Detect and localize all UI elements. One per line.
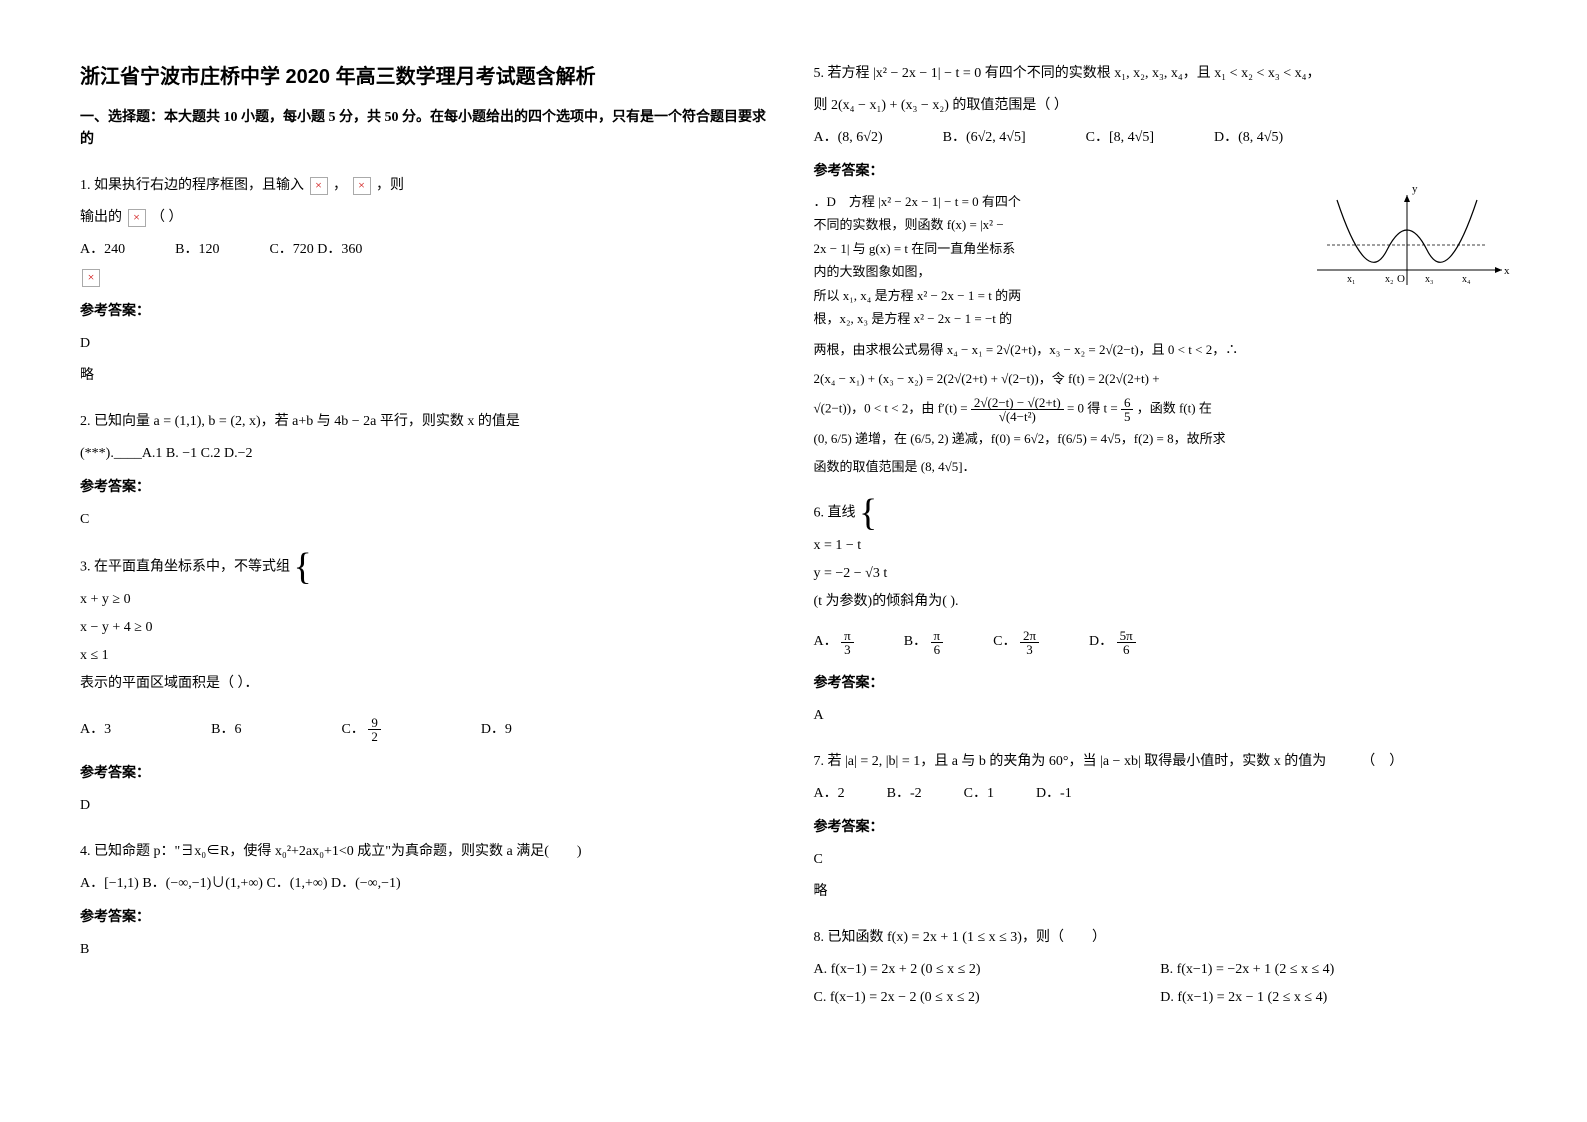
q1-stem-a: 1. 如果执行右边的程序框图，且输入 bbox=[80, 178, 304, 193]
q8-stem: 8. 已知函数 f(x) = 2x + 1 (1 ≤ x ≤ 3)，则（ ） bbox=[814, 924, 1508, 952]
q3-optB: B．6 bbox=[211, 716, 241, 744]
placeholder-icon bbox=[128, 209, 146, 227]
q3-optD: D．9 bbox=[481, 716, 512, 744]
answer-label: 参考答案： bbox=[80, 904, 774, 932]
brief: 略 bbox=[814, 878, 1508, 906]
x3-label: x₃ bbox=[1425, 274, 1434, 285]
q6-stem-a: 6. 直线 bbox=[814, 506, 856, 521]
q1-line2a: 输出的 bbox=[80, 210, 122, 225]
q8-optA: A. f(x−1) = 2x + 2 (0 ≤ x ≤ 2) bbox=[814, 956, 1161, 984]
question-6: 6. 直线 { x = 1 − t y = −2 − √3 t (t 为参数)的… bbox=[814, 498, 1508, 734]
x4-label: x₄ bbox=[1462, 274, 1471, 285]
question-4: 4. 已知命题 p："∃x₀∈R，使得 x₀²+2ax₀+1<0 成立"为真命题… bbox=[80, 838, 774, 968]
q3-optA: A．3 bbox=[80, 716, 111, 744]
answer-label: 参考答案： bbox=[814, 814, 1508, 842]
q2-stem: 2. 已知向量 a = (1,1), b = (2, x)，若 a+b 与 4b… bbox=[80, 408, 774, 436]
q4-opts: A．[−1,1) B．(−∞,−1)∪(1,+∞) C．(1,+∞) D．(−∞… bbox=[80, 870, 774, 898]
question-5: 5. 若方程 |x² − 2x − 1| − t = 0 有四个不同的实数根 x… bbox=[814, 60, 1508, 484]
question-8: 8. 已知函数 f(x) = 2x + 1 (1 ≤ x ≤ 3)，则（ ） A… bbox=[814, 924, 1508, 1012]
q8-optC: C. f(x−1) = 2x − 2 (0 ≤ x ≤ 2) bbox=[814, 984, 1161, 1012]
x1-label: x₁ bbox=[1347, 274, 1356, 285]
answer-label: 参考答案： bbox=[80, 760, 774, 788]
q7-opts: A．2 B．-2 C．1 D．-1 bbox=[814, 780, 1508, 808]
page-title: 浙江省宁波市庄桥中学 2020 年高三数学理月考试题含解析 bbox=[80, 60, 774, 89]
answer-label: 参考答案： bbox=[80, 298, 774, 326]
q6-optD: D． 5π6 bbox=[1089, 628, 1136, 656]
question-2: 2. 已知向量 a = (1,1), b = (2, x)，若 a+b 与 4b… bbox=[80, 408, 774, 538]
q1-optC: C．720 D．360 bbox=[269, 236, 362, 264]
left-column: 浙江省宁波市庄桥中学 2020 年高三数学理月考试题含解析 一、选择题：本大题共… bbox=[80, 60, 774, 1026]
brief: 略 bbox=[80, 362, 774, 390]
q5-graph: y x O x₁ x₂ x₃ x₄ bbox=[1307, 190, 1507, 311]
right-column: 5. 若方程 |x² − 2x − 1| − t = 0 有四个不同的实数根 x… bbox=[814, 60, 1508, 1026]
q6-stem-b: (t 为参数)的倾斜角为( ). bbox=[814, 594, 959, 609]
q1-optA: A．240 bbox=[80, 236, 125, 264]
ineq2: x − y + 4 ≥ 0 bbox=[80, 614, 774, 642]
q5-solution-block-1: ．D 方程 |x² − 2x − 1| − t = 0 有四个 不同的实数根，则… bbox=[814, 190, 1288, 330]
q7-stem: 7. 若 |a| = 2, |b| = 1，且 a 与 b 的夹角为 60°，当… bbox=[814, 748, 1508, 776]
q5-optA: A．(8, 6√2) bbox=[814, 124, 883, 152]
q5-stem-a: 5. 若方程 |x² − 2x − 1| − t = 0 有四个不同的实数根 x… bbox=[814, 60, 1508, 88]
q6-optA: A． π3 bbox=[814, 628, 854, 656]
q5-optD: D．(8, 4√5) bbox=[1214, 124, 1283, 152]
q7-answer: C bbox=[814, 846, 1508, 874]
q5-optC: C．[8, 4√5] bbox=[1086, 124, 1154, 152]
q2-answer: C bbox=[80, 506, 774, 534]
placeholder-icon bbox=[310, 177, 328, 195]
y-axis-label: y bbox=[1412, 183, 1418, 195]
placeholder-icon bbox=[82, 269, 100, 287]
q5-solution-block-2: 两根，由求根公式易得 x₄ − x₁ = 2√(2+t)，x₃ − x₂ = 2… bbox=[814, 338, 1508, 480]
answer-label: 参考答案： bbox=[80, 474, 774, 502]
left-brace-icon: { bbox=[859, 498, 877, 528]
origin-label: O bbox=[1397, 273, 1405, 285]
q6-optB: B． π6 bbox=[904, 628, 943, 656]
q1-stem-b: ， bbox=[333, 178, 347, 193]
q1-stem-c: ，则 bbox=[376, 178, 404, 193]
section-intro: 一、选择题：本大题共 10 小题，每小题 5 分，共 50 分。在每小题给出的四… bbox=[80, 107, 774, 152]
placeholder-icon bbox=[353, 177, 371, 195]
question-1: 1. 如果执行右边的程序框图，且输入 ， ，则 输出的 （ ） A．240 B．… bbox=[80, 172, 774, 394]
left-brace-icon: { bbox=[294, 552, 312, 582]
graph-svg: y x O x₁ x₂ x₃ x₄ bbox=[1307, 190, 1507, 300]
answer-label: 参考答案： bbox=[814, 670, 1508, 698]
q4-answer: B bbox=[80, 936, 774, 964]
q8-optD: D. f(x−1) = 2x − 1 (2 ≤ x ≤ 4) bbox=[1160, 984, 1507, 1012]
q1-answer: D bbox=[80, 330, 774, 358]
q1-optB: B．120 bbox=[175, 236, 219, 264]
answer-label: 参考答案： bbox=[814, 158, 1508, 186]
q3-answer: D bbox=[80, 792, 774, 820]
q6-optC: C． 2π3 bbox=[993, 628, 1039, 656]
question-7: 7. 若 |a| = 2, |b| = 1，且 a 与 b 的夹角为 60°，当… bbox=[814, 748, 1508, 910]
q5-stem-b: 则 2(x₄ − x₁) + (x₃ − x₂) 的取值范围是（ ） bbox=[814, 92, 1508, 120]
q1-line2b: （ ） bbox=[151, 210, 183, 225]
q6-answer: A bbox=[814, 702, 1508, 730]
x2-label: x₂ bbox=[1385, 274, 1394, 285]
ineq3: x ≤ 1 bbox=[80, 642, 774, 670]
q3-optC: C． 9 2 bbox=[341, 716, 380, 744]
q4-stem: 4. 已知命题 p："∃x₀∈R，使得 x₀²+2ax₀+1<0 成立"为真命题… bbox=[80, 838, 774, 866]
ineq1: x + y ≥ 0 bbox=[80, 586, 774, 614]
question-3: 3. 在平面直角坐标系中，不等式组 { x + y ≥ 0 x − y + 4 … bbox=[80, 552, 774, 824]
q3-stem-a: 3. 在平面直角坐标系中，不等式组 bbox=[80, 559, 290, 574]
q5-optB: B．(6√2, 4√5] bbox=[943, 124, 1026, 152]
x-axis-label: x bbox=[1504, 265, 1510, 277]
q2-line2: (***).____A.1 B. −1 C.2 D.−2 bbox=[80, 440, 774, 468]
q8-optB: B. f(x−1) = −2x + 1 (2 ≤ x ≤ 4) bbox=[1160, 956, 1507, 984]
q3-stem-b: 表示的平面区域面积是（ ）． bbox=[80, 676, 259, 691]
